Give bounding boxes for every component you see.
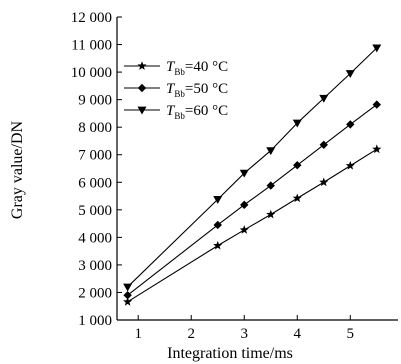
data-point: [123, 291, 132, 300]
y-tick-label: 10 000: [71, 65, 112, 81]
axes: [116, 17, 398, 321]
data-point: [372, 44, 382, 53]
series-3: [123, 44, 382, 292]
legend-label: TBb=40 °C: [166, 59, 228, 77]
x-tick-label: 1: [134, 326, 142, 342]
legend: TBb=40 °C TBb=50 °C TBb=60 °C: [124, 59, 228, 121]
x-tick-label: 3: [240, 326, 248, 342]
y-tick-label: 5 000: [78, 203, 112, 219]
data-point: [319, 94, 329, 103]
series-line: [127, 148, 378, 303]
series-line: [127, 47, 378, 288]
data-point: [213, 220, 222, 230]
y-axis-ticks: 1 000 2 000 3 000 4 000 5 000 6 000 7 000 8 000…: [71, 10, 122, 329]
data-point: [123, 283, 133, 292]
data-point: [346, 120, 355, 129]
data-point: [319, 177, 329, 187]
data-point: [345, 70, 355, 78]
legend-label: TBb=60 °C: [166, 103, 228, 121]
legend-item: TBb=60 °C: [124, 103, 228, 121]
data-point: [239, 169, 249, 178]
legend-marker: [137, 83, 147, 93]
series-2: [123, 100, 381, 300]
y-tick-label: 6 000: [78, 175, 112, 191]
y-tick-label: 9 000: [78, 93, 112, 109]
y-axis-title: Gray value/DN: [9, 120, 26, 219]
data-point: [213, 240, 223, 250]
y-tick-label: 3 000: [78, 258, 112, 274]
data-point: [345, 160, 355, 170]
y-tick-label: 1 000: [78, 313, 112, 329]
x-tick-label: 5: [347, 326, 355, 342]
data-point: [319, 140, 328, 150]
x-tick-label: 4: [294, 326, 302, 342]
data-point: [266, 147, 276, 156]
data-point: [372, 100, 381, 109]
x-tick-label: 2: [187, 326, 195, 342]
data-point: [240, 200, 249, 210]
y-tick-label: 8 000: [78, 120, 112, 136]
series-1: [123, 144, 382, 306]
data-point: [372, 144, 382, 154]
y-tick-label: 12 000: [71, 10, 112, 26]
y-tick-label: 11 000: [71, 38, 112, 54]
data-point: [292, 119, 302, 128]
data-point: [239, 225, 249, 234]
x-axis-ticks: 1 2 3 4 5: [134, 315, 354, 342]
y-tick-label: 2 000: [78, 285, 112, 301]
y-tick-label: 4 000: [78, 230, 112, 246]
x-axis-title: Integration time/ms: [167, 345, 293, 362]
legend-item: TBb=40 °C: [124, 59, 228, 77]
legend-item: TBb=50 °C: [124, 81, 228, 99]
data-point: [266, 209, 276, 219]
legend-marker: [137, 106, 147, 115]
series-lines: [123, 44, 382, 306]
data-point: [292, 193, 302, 203]
data-point: [213, 195, 223, 204]
legend-label: TBb=50 °C: [166, 81, 228, 99]
series-line: [127, 104, 378, 296]
data-point: [123, 297, 133, 306]
legend-marker: [137, 61, 147, 70]
data-point: [293, 160, 302, 170]
data-point: [266, 181, 275, 190]
y-tick-label: 7 000: [78, 148, 112, 164]
